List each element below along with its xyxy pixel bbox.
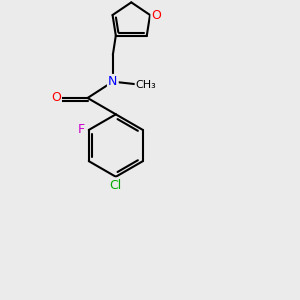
Text: F: F — [78, 123, 85, 136]
Text: Cl: Cl — [110, 178, 122, 192]
Text: O: O — [152, 8, 161, 22]
Text: N: N — [108, 75, 118, 88]
Text: CH₃: CH₃ — [136, 80, 157, 90]
Text: O: O — [51, 92, 61, 104]
